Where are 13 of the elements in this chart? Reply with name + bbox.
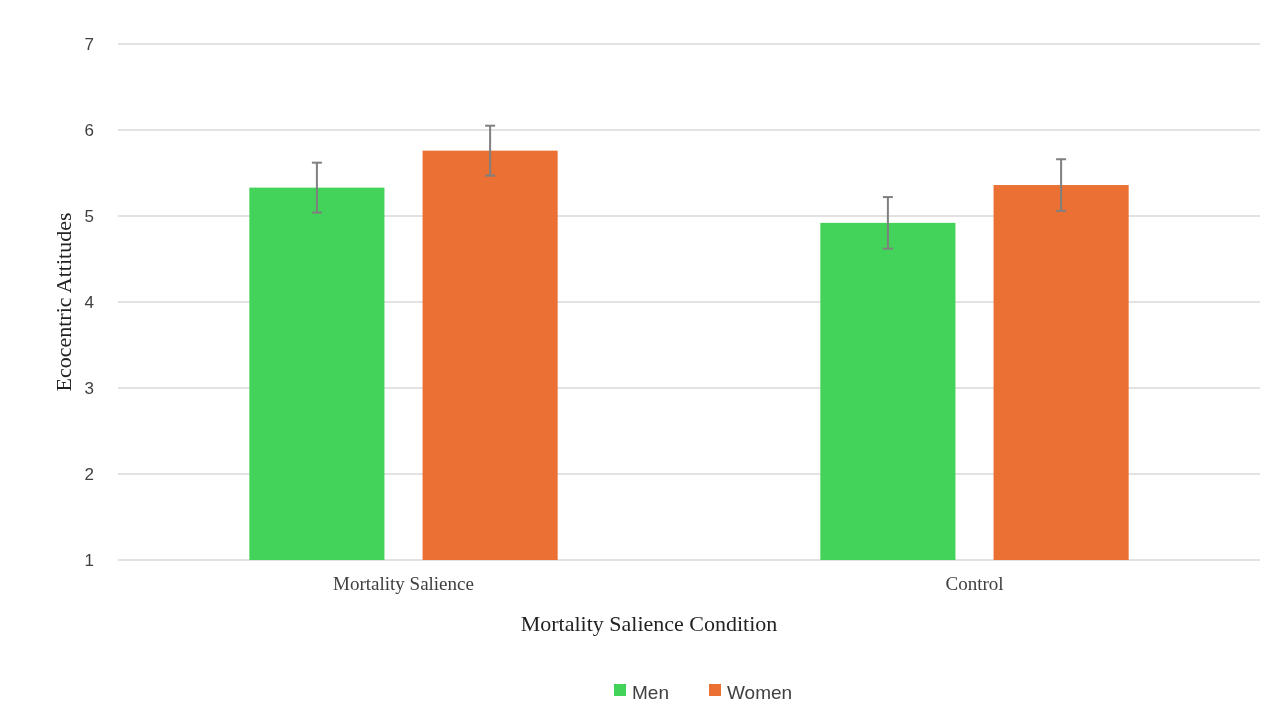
y-tick-label: 6 <box>84 120 94 140</box>
legend-label: Women <box>727 681 793 703</box>
x-tick-label: Mortality Salience <box>333 573 474 594</box>
y-tick-label: 5 <box>84 206 94 226</box>
x-tick-label: Control <box>945 573 1004 594</box>
legend-label: Men <box>632 681 669 703</box>
y-tick-label: 1 <box>84 550 94 570</box>
y-axis-title: Ecocentric Attitudes <box>51 212 76 392</box>
x-axis-title: Mortality Salience Condition <box>520 611 778 636</box>
y-tick-label: 3 <box>84 378 94 398</box>
y-tick-label: 2 <box>84 464 94 484</box>
y-tick-label: 4 <box>84 292 94 312</box>
y-tick-label: 7 <box>84 34 94 54</box>
